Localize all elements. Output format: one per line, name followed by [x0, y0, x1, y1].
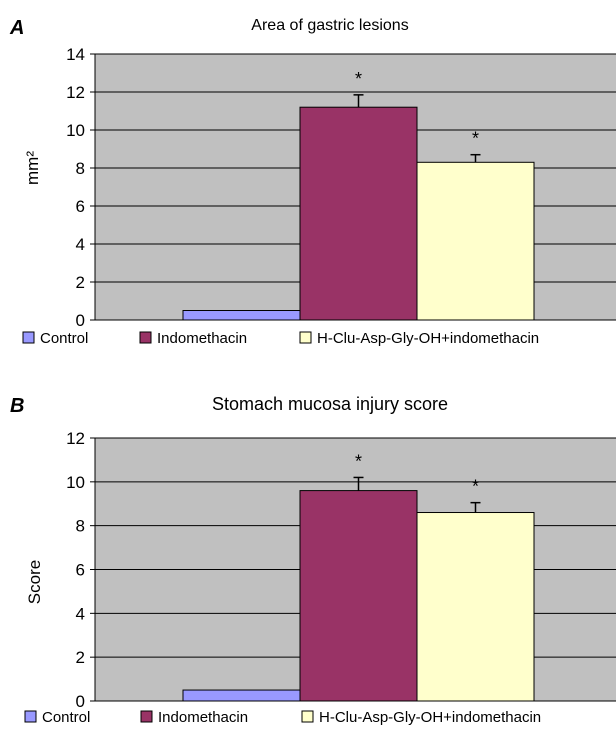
y-tick-label: 10: [66, 121, 85, 140]
significance-marker: *: [472, 129, 479, 149]
y-tick-label: 8: [76, 517, 85, 536]
y-tick-label: 2: [76, 273, 85, 292]
y-tick-label: 0: [76, 311, 85, 330]
bar: [299, 106, 418, 321]
bar: [416, 161, 535, 321]
significance-marker: *: [355, 451, 362, 471]
bar: [299, 490, 418, 702]
y-tick-label: 12: [66, 429, 85, 448]
bar: [182, 310, 301, 321]
legend-swatch: [140, 710, 153, 723]
panel-b: B Stomach mucosa injury score Score 0 2 4 6…: [10, 394, 616, 726]
legend-swatch: [24, 710, 37, 723]
legend-label: Indomethacin: [158, 709, 248, 726]
panel-a-legend: Control Indomethacin H-Clu-Asp-Gly-OH+indo…: [22, 330, 539, 347]
panel-b-title: Stomach mucosa injury score: [212, 394, 448, 414]
y-tick-label: 6: [76, 197, 85, 216]
y-tick-label: 4: [76, 235, 85, 254]
significance-marker: *: [355, 69, 362, 89]
legend-label: Control: [42, 709, 90, 726]
significance-marker: *: [472, 477, 479, 497]
panel-b-y-axis-label: Score: [25, 560, 44, 604]
y-tick-label: 2: [76, 648, 85, 667]
legend-label: Indomethacin: [157, 330, 247, 347]
y-tick-label: 6: [76, 561, 85, 580]
y-tick-label: 8: [76, 159, 85, 178]
panel-a-title: Area of gastric lesions: [251, 17, 408, 34]
bar: [182, 689, 301, 702]
y-tick-label: 4: [76, 604, 85, 623]
legend-label: H-Clu-Asp-Gly-OH+indomethacin: [319, 709, 541, 726]
legend-swatch: [301, 710, 314, 723]
panel-a: A Area of gastric lesions mm² 0 2 4 6 8 10 12 1…: [9, 17, 616, 347]
y-tick-label: 10: [66, 473, 85, 492]
legend-swatch: [299, 331, 312, 344]
panel-b-letter: B: [10, 395, 24, 417]
panel-b-legend: Control Indomethacin H-Clu-Asp-Gly-OH+indo…: [24, 709, 541, 726]
legend-swatch: [139, 331, 152, 344]
panel-a-y-axis-label: mm²: [23, 151, 42, 185]
panel-a-plot: 0 2 4 6 8 10 12 14 * *: [66, 45, 616, 330]
legend-swatch: [22, 331, 35, 344]
y-tick-label: 12: [66, 83, 85, 102]
legend-label: Control: [40, 330, 88, 347]
y-tick-label: 0: [76, 692, 85, 711]
legend-label: H-Clu-Asp-Gly-OH+indomethacin: [317, 330, 539, 347]
bar: [416, 512, 535, 702]
y-tick-label: 14: [66, 45, 85, 64]
panel-b-plot: 0 2 4 6 8 10 12 * *: [66, 429, 616, 711]
panel-a-letter: A: [9, 17, 24, 39]
